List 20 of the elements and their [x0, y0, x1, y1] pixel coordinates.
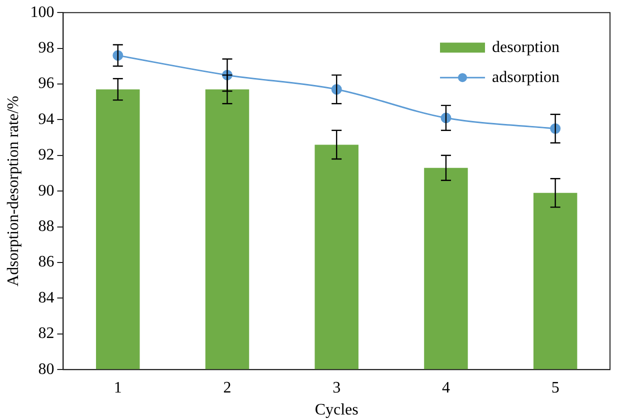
y-tick-label: 96 — [38, 75, 54, 92]
y-tick-label: 80 — [38, 360, 54, 378]
y-axis-title: Adsorption-desorption rate/% — [4, 96, 22, 286]
y-tick-label: 86 — [38, 254, 54, 271]
legend-label: adsorption — [492, 68, 560, 86]
y-tick-label: 84 — [38, 289, 54, 306]
x-tick-label: 5 — [551, 379, 560, 396]
y-tick-label: 98 — [38, 40, 54, 57]
legend-label: desorption — [492, 38, 560, 56]
y-tick-label: 94 — [38, 110, 54, 128]
y-tick-label: 82 — [38, 325, 54, 342]
x-tick-label: 2 — [223, 379, 232, 396]
y-tick-label: 92 — [38, 146, 54, 164]
y-tick-label: 90 — [38, 182, 54, 200]
x-axis-title: Cycles — [314, 402, 358, 419]
x-tick-label: 3 — [332, 379, 341, 396]
y-tick-label: 88 — [38, 218, 54, 236]
x-tick-label: 1 — [114, 379, 122, 396]
x-tick-label: 4 — [442, 379, 450, 396]
y-tick-label: 100 — [30, 4, 54, 21]
